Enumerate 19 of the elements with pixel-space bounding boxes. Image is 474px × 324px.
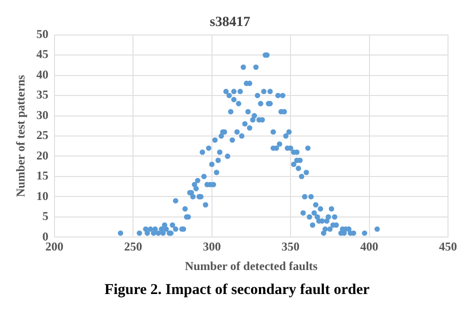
x-tick-label: 250 (124, 239, 142, 254)
x-tick-label: 450 (439, 239, 457, 254)
x-tick-label: 400 (360, 239, 378, 254)
x-tick-label: 300 (202, 239, 221, 254)
y-tick-label: 50 (36, 26, 48, 41)
y-tick-label: 45 (36, 47, 48, 62)
y-tick-label: 40 (36, 67, 48, 82)
y-tick-label: 5 (42, 209, 48, 224)
chart-title: s38417 (210, 15, 250, 30)
y-tick-label: 35 (36, 88, 48, 102)
y-tick-label: 30 (36, 108, 48, 122)
y-tick-label: 20 (36, 148, 48, 162)
y-tick-label: 25 (36, 128, 48, 142)
y-tick-label: 10 (36, 188, 48, 203)
caption: Figure 2. Impact of secondary fault order (103, 282, 371, 299)
y-axis-title: Number of test patterns (13, 74, 28, 198)
x-axis-title: Number of detected faults (184, 258, 318, 273)
y-tick-label: 15 (36, 168, 48, 183)
x-tick-label: 350 (282, 239, 300, 254)
